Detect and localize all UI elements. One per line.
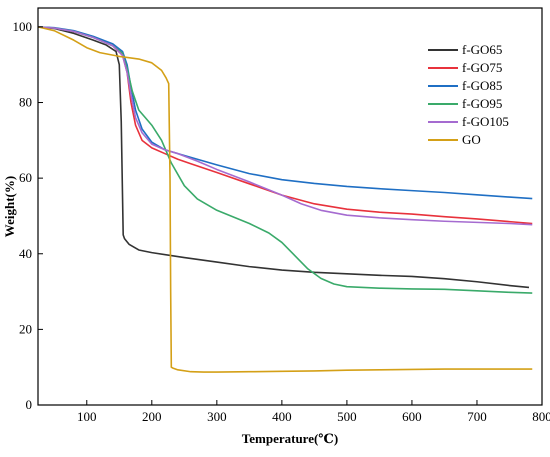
y-tick-label: 60 bbox=[19, 170, 32, 185]
x-tick-label: 500 bbox=[337, 409, 357, 424]
x-tick-label: 200 bbox=[142, 409, 162, 424]
legend-label: f-GO75 bbox=[462, 60, 502, 75]
x-tick-label: 300 bbox=[207, 409, 227, 424]
legend-label: f-GO85 bbox=[462, 78, 502, 93]
x-tick-label: 700 bbox=[467, 409, 487, 424]
y-tick-label: 0 bbox=[26, 397, 33, 412]
legend-label: f-GO95 bbox=[462, 96, 502, 111]
legend-label: f-GO105 bbox=[462, 114, 509, 129]
x-tick-label: 400 bbox=[272, 409, 292, 424]
x-axis-title: Temperature(℃) bbox=[242, 431, 338, 446]
legend-label: GO bbox=[462, 132, 481, 147]
y-tick-label: 20 bbox=[19, 321, 32, 336]
legend-label: f-GO65 bbox=[462, 42, 502, 57]
y-tick-label: 80 bbox=[19, 95, 32, 110]
x-tick-label: 100 bbox=[77, 409, 97, 424]
y-tick-label: 40 bbox=[19, 246, 32, 261]
y-tick-label: 100 bbox=[13, 19, 33, 34]
y-axis-title: Weight(%) bbox=[2, 176, 17, 237]
x-tick-label: 600 bbox=[402, 409, 422, 424]
x-tick-label: 800 bbox=[532, 409, 550, 424]
